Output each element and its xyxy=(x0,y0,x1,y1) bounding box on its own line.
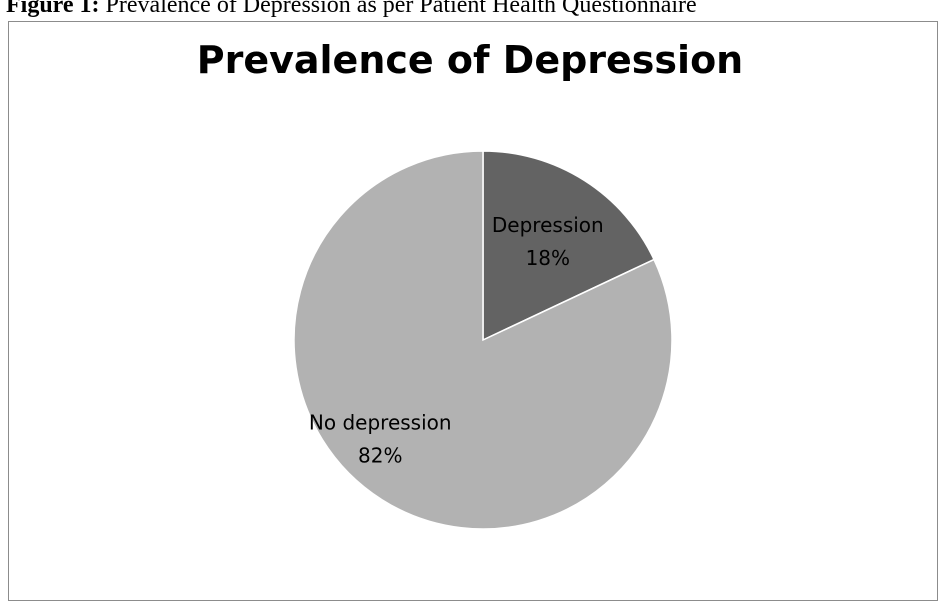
pie-chart: Depression 18% No depression 82% xyxy=(293,150,673,530)
pie-slice-no-depression xyxy=(293,150,673,530)
slice-label-name: Depression xyxy=(492,213,604,237)
slice-label-name: No depression xyxy=(309,411,452,435)
pie-slice-depression xyxy=(482,150,656,342)
slice-label-value: 18% xyxy=(526,246,570,270)
slice-label-value: 82% xyxy=(358,444,402,468)
chart-title: Prevalence of Depression xyxy=(196,38,744,82)
figure-caption-text: Prevalence of Depression as per Patient … xyxy=(105,0,697,18)
figure-caption-label: Figure 1: xyxy=(6,0,100,18)
figure-caption: Figure 1: Prevalence of Depression as pe… xyxy=(6,0,697,19)
